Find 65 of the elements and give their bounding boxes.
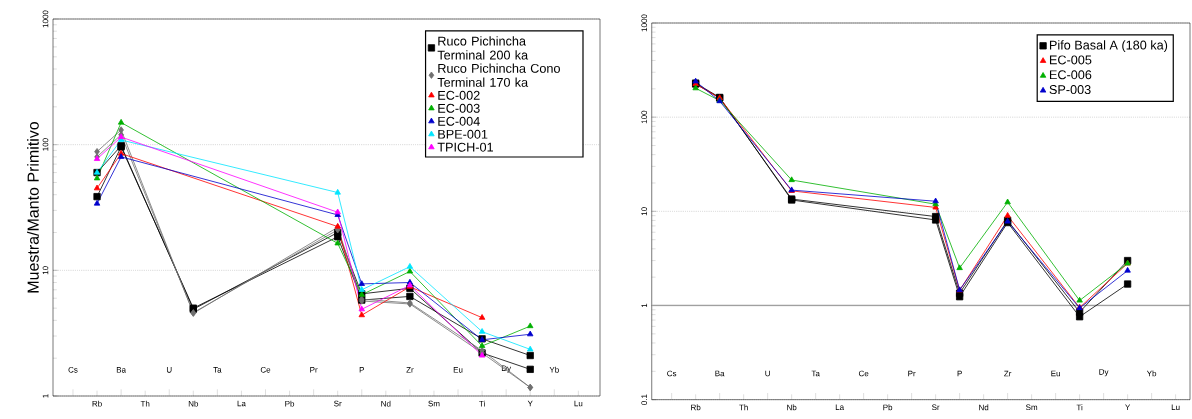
x-tick-label: Pr <box>310 367 318 373</box>
x-tick-label: U <box>765 370 770 377</box>
legend-label: SP-003 <box>1049 85 1091 95</box>
x-tick-label: Sm <box>428 400 440 407</box>
legend-label: Ruco Pichincha Cono Terminal 170 ka <box>437 63 560 87</box>
x-tick-label: Pr <box>908 370 916 377</box>
x-tick-label: Sm <box>1025 404 1038 411</box>
x-tick-label: Y <box>1125 404 1131 410</box>
x-tick-label: Yb <box>1146 370 1157 377</box>
x-tick-label: Nb <box>787 404 797 411</box>
x-tick-label: Ce <box>260 366 271 373</box>
y-tick-label: 0.1 <box>641 394 648 405</box>
x-tick-label: Cs <box>68 366 78 373</box>
x-tick-label: Eu <box>453 367 463 373</box>
y-tick-label: 1 <box>641 303 648 308</box>
x-tick-label: Pb <box>883 404 893 411</box>
x-tick-label: Ti <box>479 400 485 407</box>
x-tick-label: Ti <box>1076 404 1083 411</box>
y-tick-label: 1 <box>42 394 49 398</box>
x-tick-label: Yb <box>549 366 559 373</box>
x-tick-label: Dy <box>501 365 512 373</box>
y-tick-label: 10 <box>42 266 49 275</box>
y-tick-label: 100 <box>641 110 648 124</box>
x-tick-label: La <box>835 404 845 410</box>
x-tick-label: Pb <box>285 400 295 407</box>
legend-label: Ruco Pichincha Terminal 200 ka <box>437 36 529 60</box>
x-tick-label: Ce <box>858 370 869 377</box>
y-axis-title: Muestra/Manto Primitivo <box>27 121 39 293</box>
legend-label: BPE-001 <box>438 129 488 139</box>
x-tick-label: Sr <box>931 404 940 411</box>
y-tick-label: 1000 <box>42 10 49 28</box>
x-tick-label: Rb <box>691 404 701 411</box>
x-tick-label: P <box>957 370 962 377</box>
x-tick-label: Zr <box>406 367 414 373</box>
legend-label: EC-005 <box>1049 55 1092 65</box>
x-tick-label: Nd <box>381 400 391 407</box>
x-tick-label: Dy <box>1099 369 1109 377</box>
x-tick-label: Zr <box>1004 370 1012 377</box>
x-tick-label: Rb <box>92 400 102 407</box>
x-tick-label: Sr <box>334 400 342 407</box>
x-tick-label: U <box>166 367 172 373</box>
x-tick-label: Ta <box>213 367 222 373</box>
legend-label: EC-006 <box>1049 70 1092 80</box>
x-tick-label: Lu <box>574 400 583 407</box>
legend-label: EC-004 <box>438 116 480 126</box>
x-tick-label: La <box>237 400 246 407</box>
legend-label: TPICH-01 <box>437 142 493 152</box>
x-tick-label: Ba <box>715 370 725 377</box>
legend-label: EC-002 <box>438 90 480 100</box>
legend-label: EC-003 <box>438 103 480 113</box>
x-tick-label: Eu <box>1051 370 1060 377</box>
x-tick-label: Cs <box>667 370 677 377</box>
x-tick-label: Lu <box>1171 404 1180 410</box>
x-tick-label: Th <box>739 404 748 411</box>
y-tick-label: 10 <box>641 207 648 216</box>
x-tick-label: P <box>359 367 365 373</box>
y-tick-label: 1000 <box>641 14 648 32</box>
x-tick-label: Ba <box>116 367 127 373</box>
x-tick-label: Y <box>527 400 533 407</box>
y-tick-label: 100 <box>42 138 49 151</box>
x-tick-label: Nd <box>979 404 989 411</box>
legend-label: Pifo Basal A (180 ka) <box>1049 40 1168 53</box>
x-tick-label: Th <box>140 400 150 407</box>
x-tick-label: Ta <box>811 370 820 377</box>
x-tick-label: Nb <box>188 400 199 407</box>
